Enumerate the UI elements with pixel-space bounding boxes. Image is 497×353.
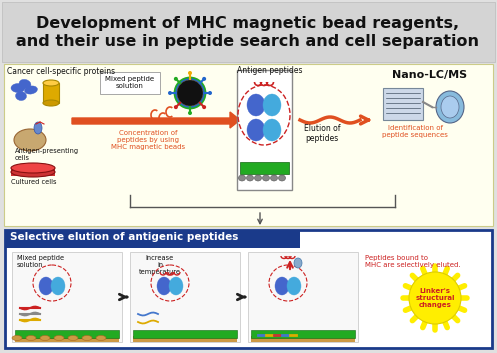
Text: Cancer cell-specific proteins: Cancer cell-specific proteins	[7, 67, 115, 76]
FancyBboxPatch shape	[15, 330, 119, 338]
Text: Mixed peptide
solution: Mixed peptide solution	[105, 76, 155, 89]
Ellipse shape	[12, 335, 22, 341]
Ellipse shape	[34, 122, 42, 134]
Text: Linker's
structural
changes: Linker's structural changes	[415, 288, 455, 308]
Ellipse shape	[26, 335, 36, 341]
Ellipse shape	[247, 94, 265, 116]
Ellipse shape	[43, 80, 59, 86]
Ellipse shape	[287, 277, 301, 295]
Ellipse shape	[247, 119, 265, 141]
Ellipse shape	[270, 175, 277, 181]
Ellipse shape	[96, 335, 106, 341]
Text: Antigen-presenting
cells: Antigen-presenting cells	[15, 148, 79, 161]
Text: Nano-LC/MS: Nano-LC/MS	[393, 70, 468, 80]
Circle shape	[188, 111, 192, 115]
Ellipse shape	[11, 163, 55, 173]
FancyBboxPatch shape	[5, 230, 300, 248]
FancyBboxPatch shape	[133, 336, 237, 342]
Text: Elution of
peptides: Elution of peptides	[304, 124, 340, 143]
Text: Selective elution of antigenic peptides: Selective elution of antigenic peptides	[10, 232, 239, 242]
FancyBboxPatch shape	[383, 88, 423, 120]
Ellipse shape	[239, 175, 246, 181]
Ellipse shape	[68, 335, 78, 341]
Ellipse shape	[43, 100, 59, 106]
Ellipse shape	[263, 94, 281, 116]
FancyBboxPatch shape	[11, 168, 55, 176]
Ellipse shape	[441, 96, 459, 118]
Ellipse shape	[15, 91, 26, 101]
FancyBboxPatch shape	[130, 252, 240, 342]
Ellipse shape	[157, 277, 171, 295]
Text: and their use in peptide search and cell separation: and their use in peptide search and cell…	[16, 34, 480, 49]
Ellipse shape	[275, 277, 289, 295]
FancyBboxPatch shape	[251, 330, 355, 338]
Ellipse shape	[254, 175, 261, 181]
Circle shape	[174, 105, 178, 109]
Ellipse shape	[278, 175, 285, 181]
FancyBboxPatch shape	[43, 83, 59, 103]
FancyBboxPatch shape	[237, 70, 292, 190]
Text: Cultured cells: Cultured cells	[11, 179, 57, 185]
Ellipse shape	[294, 258, 302, 268]
FancyBboxPatch shape	[2, 2, 495, 62]
Ellipse shape	[11, 84, 25, 92]
Circle shape	[174, 77, 178, 81]
Ellipse shape	[54, 335, 64, 341]
Ellipse shape	[39, 277, 53, 295]
Ellipse shape	[40, 335, 50, 341]
Polygon shape	[72, 112, 240, 128]
FancyBboxPatch shape	[251, 336, 355, 342]
Circle shape	[177, 80, 203, 106]
Circle shape	[168, 91, 172, 95]
Ellipse shape	[247, 175, 253, 181]
Ellipse shape	[11, 167, 55, 177]
Ellipse shape	[14, 129, 46, 151]
FancyBboxPatch shape	[4, 64, 493, 226]
Circle shape	[202, 77, 206, 81]
Text: Peptides bound to
MHC are selectively eluted.: Peptides bound to MHC are selectively el…	[365, 255, 461, 268]
Ellipse shape	[262, 175, 269, 181]
Ellipse shape	[19, 79, 31, 89]
Circle shape	[208, 91, 212, 95]
Text: Mixed peptide
solution: Mixed peptide solution	[17, 255, 64, 268]
Text: Concentration of
peptides by using
MHC magnetic beads: Concentration of peptides by using MHC m…	[111, 130, 185, 150]
FancyBboxPatch shape	[100, 72, 160, 94]
Ellipse shape	[24, 86, 37, 94]
Ellipse shape	[436, 91, 464, 123]
FancyBboxPatch shape	[248, 252, 358, 342]
Ellipse shape	[169, 277, 183, 295]
FancyBboxPatch shape	[15, 336, 119, 342]
FancyBboxPatch shape	[240, 162, 289, 174]
Circle shape	[188, 71, 192, 75]
Text: Antigen peptides: Antigen peptides	[237, 66, 303, 75]
Circle shape	[409, 272, 461, 324]
Text: Increase
in
temperature: Increase in temperature	[139, 255, 181, 275]
Circle shape	[202, 105, 206, 109]
Ellipse shape	[82, 335, 92, 341]
Text: Identification of
peptide sequences: Identification of peptide sequences	[382, 125, 448, 138]
FancyBboxPatch shape	[12, 252, 122, 342]
FancyBboxPatch shape	[133, 330, 237, 338]
Text: Development of MHC magnetic bead reagents,: Development of MHC magnetic bead reagent…	[36, 16, 460, 31]
Ellipse shape	[263, 119, 281, 141]
FancyBboxPatch shape	[5, 230, 492, 348]
Ellipse shape	[51, 277, 65, 295]
